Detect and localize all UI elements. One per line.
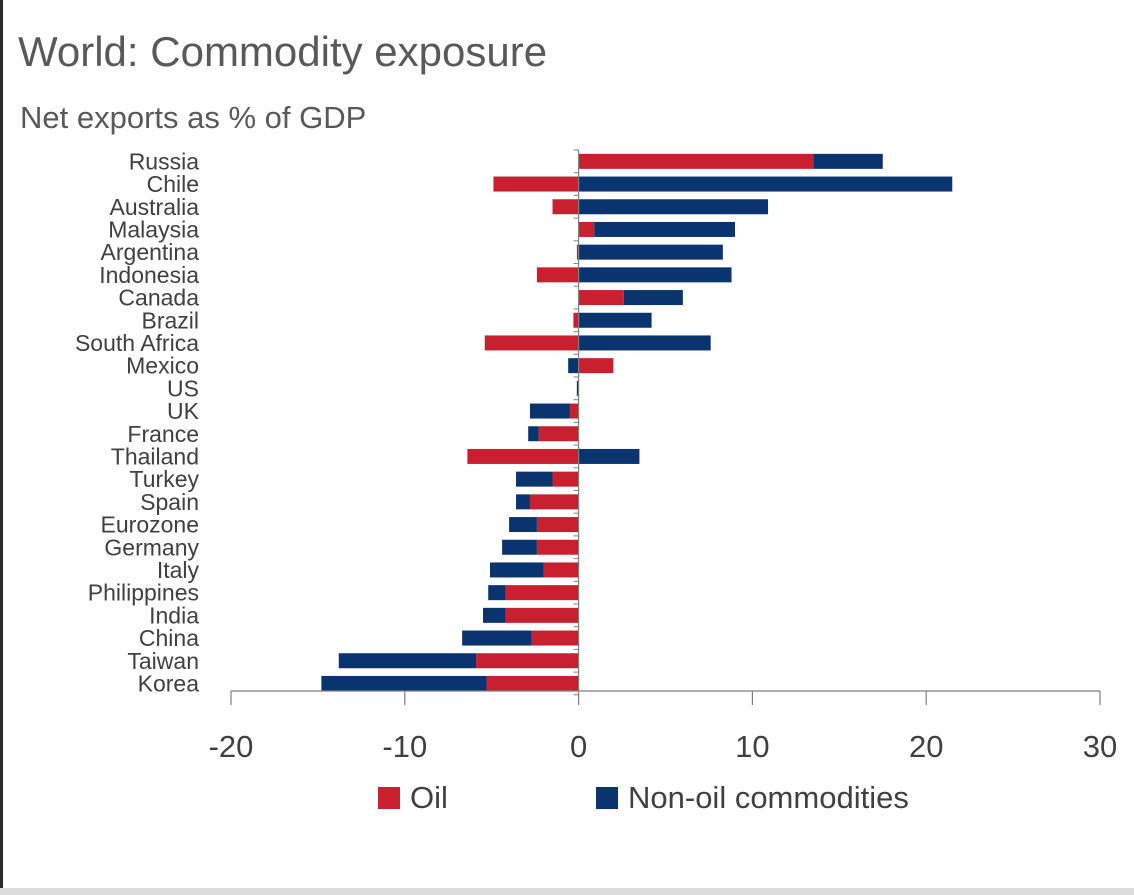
category-label: Eurozone — [101, 512, 199, 538]
legend-item-nonoil: Non-oil commodities — [596, 780, 909, 816]
bar-nonoil-chile — [578, 176, 953, 192]
category-label: Brazil — [141, 307, 199, 333]
category-label: Spain — [140, 489, 199, 515]
x-tick-label: 0 — [570, 729, 587, 764]
category-label: Mexico — [126, 353, 199, 379]
category-label: Malaysia — [108, 216, 199, 242]
bar-nonoil-china — [462, 630, 532, 646]
bar-nonoil-us — [576, 380, 579, 396]
bar-oil-brazil — [573, 312, 579, 328]
bar-nonoil-india — [483, 607, 506, 623]
legend-label-nonoil: Non-oil commodities — [628, 780, 909, 815]
bar-nonoil-italy — [489, 562, 544, 578]
category-label: South Africa — [75, 330, 199, 356]
legend-swatch-oil — [378, 787, 400, 809]
bar-oil-france — [538, 426, 579, 442]
bar-nonoil-argentina — [578, 244, 723, 260]
x-tick-label: -10 — [382, 729, 427, 764]
bar-oil-italy — [543, 562, 579, 578]
bar-nonoil-indonesia — [578, 267, 732, 283]
bar-nonoil-turkey — [516, 471, 553, 487]
bar-oil-mexico — [578, 358, 614, 374]
bar-oil-thailand — [467, 448, 579, 464]
category-label: India — [149, 602, 199, 628]
category-label: Korea — [138, 670, 200, 696]
chart-title: World: Commodity exposure — [18, 28, 548, 75]
bar-nonoil-france — [528, 426, 539, 442]
category-label: US — [167, 375, 199, 401]
category-label: Taiwan — [127, 648, 199, 674]
bar-oil-argentina — [576, 244, 579, 260]
bar-nonoil-australia — [578, 199, 769, 215]
bar-oil-russia — [578, 153, 814, 169]
category-label: Germany — [104, 534, 199, 560]
category-label: Indonesia — [99, 262, 199, 288]
bar-nonoil-mexico — [568, 358, 579, 374]
bar-oil-south-africa — [484, 335, 579, 351]
bar-nonoil-taiwan — [338, 653, 477, 669]
bar-nonoil-korea — [321, 675, 487, 691]
chart-subtitle: Net exports as % of GDP — [20, 100, 367, 135]
bar-nonoil-germany — [502, 539, 537, 555]
bar-nonoil-south-africa — [578, 335, 711, 351]
bar-nonoil-uk — [529, 403, 570, 419]
bar-oil-china — [531, 630, 579, 646]
bar-nonoil-eurozone — [509, 517, 537, 533]
legend-swatch-nonoil — [596, 787, 618, 809]
legend-label-oil: Oil — [410, 780, 448, 815]
bar-oil-turkey — [552, 471, 579, 487]
bar-oil-taiwan — [476, 653, 579, 669]
category-label: Philippines — [88, 580, 199, 606]
legend-item-oil: Oil — [378, 780, 448, 816]
category-label: Canada — [118, 285, 199, 311]
bar-nonoil-spain — [516, 494, 530, 510]
bar-chart: RussiaChileAustraliaMalaysiaArgentinaInd… — [75, 148, 1117, 764]
bar-oil-eurozone — [536, 517, 579, 533]
x-tick-label: 20 — [909, 729, 943, 764]
x-tick-label: -20 — [209, 729, 254, 764]
bar-nonoil-philippines — [488, 585, 506, 601]
category-label: Italy — [157, 557, 200, 583]
bar-nonoil-malaysia — [594, 221, 736, 237]
window-left-border — [0, 0, 3, 895]
bar-oil-korea — [486, 675, 579, 691]
bar-oil-uk — [569, 403, 579, 419]
bar-nonoil-thailand — [578, 448, 640, 464]
window-bottom-border — [0, 888, 1134, 895]
category-label: Argentina — [101, 239, 200, 265]
bar-oil-malaysia — [578, 221, 595, 237]
bar-nonoil-brazil — [578, 312, 652, 328]
bar-nonoil-russia — [813, 153, 883, 169]
category-label: Australia — [110, 194, 200, 220]
category-label: China — [139, 625, 199, 651]
category-label: UK — [167, 398, 200, 424]
category-label: Russia — [129, 148, 200, 174]
bar-oil-spain — [529, 494, 579, 510]
category-label: Thailand — [111, 443, 199, 469]
bar-oil-chile — [493, 176, 579, 192]
bar-oil-philippines — [505, 585, 579, 601]
bar-oil-canada — [578, 290, 624, 306]
x-tick-label: 30 — [1083, 729, 1117, 764]
category-label: Chile — [147, 171, 199, 197]
x-tick-label: 10 — [735, 729, 769, 764]
category-label: Turkey — [130, 466, 200, 492]
bar-nonoil-canada — [623, 290, 683, 306]
bar-oil-india — [505, 607, 579, 623]
bar-oil-indonesia — [536, 267, 579, 283]
bar-oil-germany — [536, 539, 579, 555]
category-label: France — [127, 421, 199, 447]
bar-oil-australia — [552, 199, 579, 215]
